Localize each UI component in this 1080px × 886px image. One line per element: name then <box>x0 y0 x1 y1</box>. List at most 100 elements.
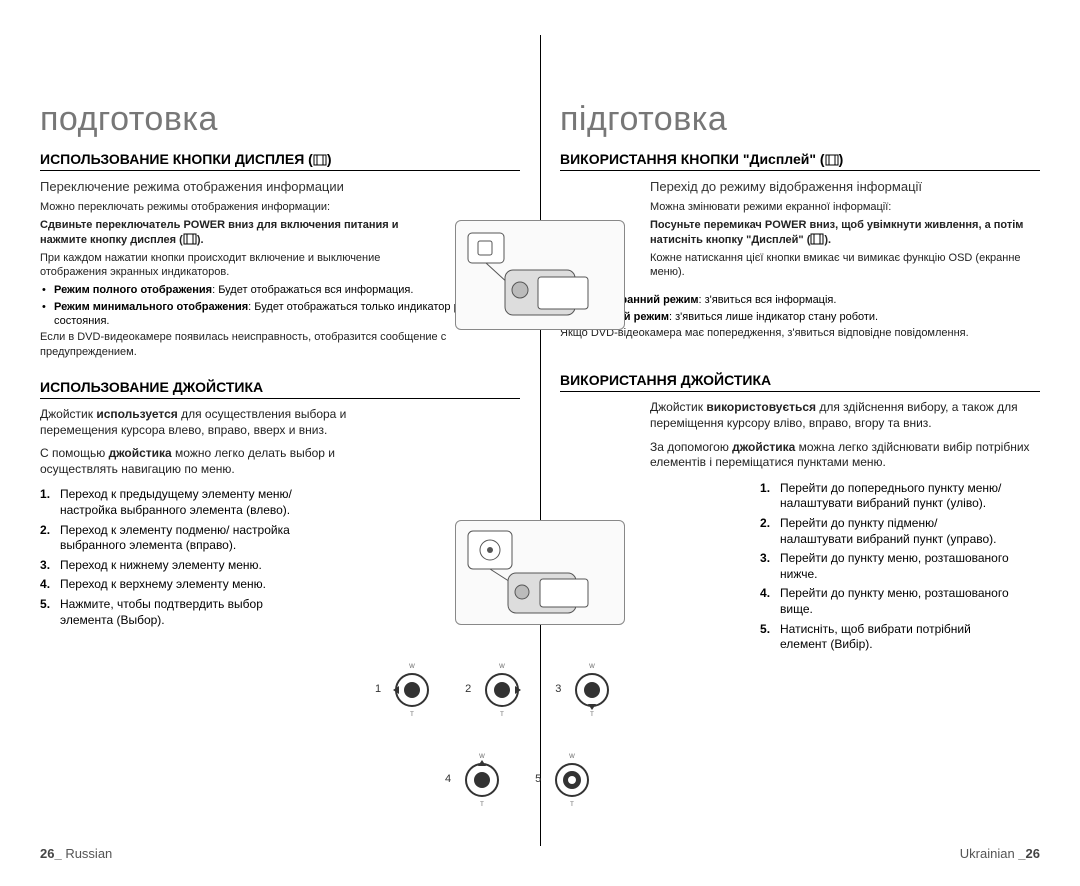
t: джойстика <box>109 446 172 460</box>
svg-text:T: T <box>570 802 574 808</box>
li-b: Режим минимального отображения <box>54 301 248 313</box>
sec1-p3: При каждом нажатии кнопки происходит вкл… <box>40 251 400 280</box>
list-item: Натисніть, щоб вибрати потрібний елемент… <box>760 622 1010 653</box>
page-title-right: підготовка <box>560 100 1040 139</box>
sec1-body-uk: Можна змінювати режими екранної інформац… <box>650 200 1040 279</box>
sec1-title-prefix: ВИКОРИСТАННЯ КНОПКИ "Дисплей" ( <box>560 151 825 167</box>
sec1-p2-suf: ). <box>197 234 204 246</box>
sec1-p4: Если в DVD-видеокамере появилась неиспра… <box>40 330 500 359</box>
camera-display-illustration <box>455 220 625 330</box>
joy-num: 2 <box>465 683 471 695</box>
svg-text:W: W <box>590 664 596 670</box>
list-item: Режим минимального отображения: Будет от… <box>40 300 500 329</box>
joy-item-1: 1 WT <box>375 660 437 718</box>
page-number: _26 <box>1018 846 1040 861</box>
sec1-title-suffix: ) <box>327 151 332 167</box>
display-icon <box>825 154 839 166</box>
joy-item-5: 5 WT <box>535 750 597 808</box>
page-title-left: подготовка <box>40 100 520 139</box>
joy-item-2: 2 WT <box>465 660 527 718</box>
section-title-display-uk: ВИКОРИСТАННЯ КНОПКИ "Дисплей" () <box>560 151 1040 171</box>
sec1-p2: Сдвиньте переключатель POWER вниз для вк… <box>40 218 400 247</box>
joystick-up-icon: WT <box>457 750 507 808</box>
li-r: : з'явиться вся інформація. <box>698 294 836 306</box>
sec1-p1: Можна змінювати режими екранної інформац… <box>650 200 1040 214</box>
center-divider <box>540 35 541 846</box>
sec1-list-uk: Повноекранний режим: з'явиться вся інфор… <box>560 293 1040 324</box>
svg-text:T: T <box>410 712 414 718</box>
list-item: Переход к предыдущему элементу меню/ нас… <box>40 487 310 518</box>
page-number: 26_ <box>40 846 62 861</box>
sec1-p4-ru: Если в DVD-видеокамере появилась неиспра… <box>40 330 500 359</box>
sec2-body-ru: Джойстик используется для осуществления … <box>40 407 385 477</box>
joystick-press-icon: WT <box>547 750 597 808</box>
sec1-title-prefix: ИСПОЛЬЗОВАНИЕ КНОПКИ ДИСПЛЕЯ ( <box>40 151 313 167</box>
list-item: Переход к элементу подменю/ настройка вы… <box>40 523 310 554</box>
section-title-joystick-ru: ИСПОЛЬЗОВАНИЕ ДЖОЙСТИКА <box>40 379 520 399</box>
li-r: : з'явиться лише індикатор стану роботи. <box>669 311 878 323</box>
svg-text:W: W <box>569 754 575 760</box>
right-column: підготовка ВИКОРИСТАННЯ КНОПКИ "Дисплей"… <box>560 30 1040 866</box>
svg-text:W: W <box>409 664 415 670</box>
joystick-list-ru: Переход к предыдущему элементу меню/ нас… <box>40 487 310 628</box>
display-icon <box>810 233 824 245</box>
t: За допомогою <box>650 440 732 454</box>
sec2-p1: Джойстик используется для осуществления … <box>40 407 385 438</box>
list-item: Перейти до пункту меню, розташованого ви… <box>760 586 1010 617</box>
sec2-body-uk: Джойстик використовується для здійснення… <box>650 400 1040 470</box>
t: Джойстик <box>650 400 706 414</box>
sec1-subtitle-uk: Перехід до режиму відображення інформаці… <box>650 179 1040 194</box>
joy-item-3: 3 WT <box>555 660 617 718</box>
joystick-left-icon: WT <box>387 660 437 718</box>
list-item: Режим полного отображения: Будет отображ… <box>40 283 500 297</box>
svg-text:W: W <box>499 664 505 670</box>
list-item: Перейти до попереднього пункту меню/нала… <box>760 481 1010 512</box>
sec1-p4-uk: Якщо DVD-відеокамера має попередження, з… <box>560 326 1040 340</box>
list-item: Перейти до пункту підменю/ налаштувати в… <box>760 516 1010 547</box>
svg-text:T: T <box>480 802 484 808</box>
t: використовується <box>706 400 816 414</box>
left-column: подготовка ИСПОЛЬЗОВАНИЕ КНОПКИ ДИСПЛЕЯ … <box>40 30 520 866</box>
sec1-subtitle-ru: Переключение режима отображения информац… <box>40 179 400 194</box>
svg-text:T: T <box>591 712 595 718</box>
sec2-p1: Джойстик використовується для здійснення… <box>650 400 1040 431</box>
sec1-p3: Кожне натискання цієї кнопки вмикає чи в… <box>650 251 1040 280</box>
sec2-p2: С помощью джойстика можно легко делать в… <box>40 446 385 477</box>
li-b: Режим полного отображения <box>54 284 212 296</box>
joy-num: 3 <box>555 683 561 695</box>
joy-num: 4 <box>445 773 451 785</box>
sec1-p2-suf: ). <box>824 234 831 246</box>
camera-joystick-illustration <box>455 520 625 625</box>
sec1-body-ru: Можно переключать режимы отображения инф… <box>40 200 400 279</box>
sec1-list-ru: Режим полного отображения: Будет отображ… <box>40 283 500 328</box>
footer-text: Ukrainian <box>960 846 1019 861</box>
sec1-p2-b: Посуньте перемикач POWER вниз, щоб увімк… <box>650 219 1023 245</box>
t: С помощью <box>40 446 109 460</box>
joy-num: 1 <box>375 683 381 695</box>
sec1-p4: Якщо DVD-відеокамера має попередження, з… <box>560 326 1040 340</box>
sec1-p2: Посуньте перемикач POWER вниз, щоб увімк… <box>650 218 1040 247</box>
svg-text:T: T <box>500 712 504 718</box>
sec1-p1: Можно переключать режимы отображения инф… <box>40 200 400 214</box>
joystick-right-icon: WT <box>477 660 527 718</box>
footer-text: Russian <box>62 846 113 861</box>
joystick-icons-row1: 1 WT 2 WT 3 WT <box>375 660 617 718</box>
display-icon <box>183 233 197 245</box>
li-r: : Будет отображаться вся информация. <box>212 284 413 296</box>
list-item: Переход к верхнему элементу меню. <box>40 577 310 593</box>
list-item: Згорнутий режим: з'явиться лише індикато… <box>560 310 1040 324</box>
joy-item-4: 4 WT <box>445 750 507 808</box>
section-title-display-ru: ИСПОЛЬЗОВАНИЕ КНОПКИ ДИСПЛЕЯ () <box>40 151 520 171</box>
list-item: Перейти до пункту меню, розташованого ни… <box>760 551 1010 582</box>
display-icon <box>313 154 327 166</box>
sec1-p2-b: Сдвиньте переключатель POWER вниз для вк… <box>40 219 399 245</box>
list-item: Нажмите, чтобы подтвердить выбор элемент… <box>40 597 310 628</box>
joystick-icons-row2: 4 WT 5 WT <box>445 750 597 808</box>
footer-right: Ukrainian _26 <box>960 846 1040 861</box>
t: используется <box>96 407 177 421</box>
joystick-list-uk: Перейти до попереднього пункту меню/нала… <box>760 481 1010 653</box>
joy-num: 5 <box>535 773 541 785</box>
list-item: Повноекранний режим: з'явиться вся інфор… <box>560 293 1040 307</box>
joystick-down-icon: WT <box>567 660 617 718</box>
t: Джойстик <box>40 407 96 421</box>
